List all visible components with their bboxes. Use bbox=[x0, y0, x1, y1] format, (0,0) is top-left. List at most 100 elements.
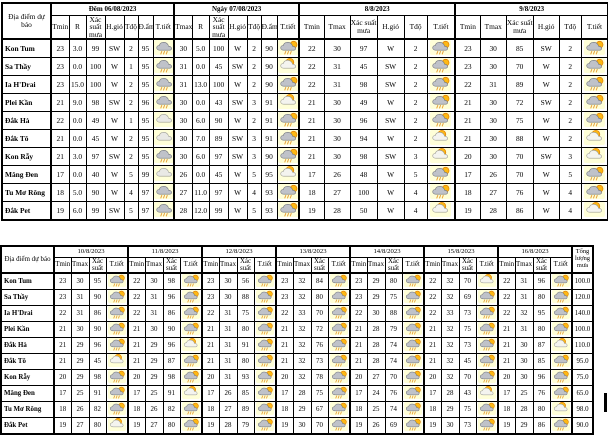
data-cell: 72 bbox=[310, 320, 329, 338]
weather-cell bbox=[179, 416, 203, 435]
data-cell: 30 bbox=[218, 272, 238, 290]
weather-cell bbox=[401, 400, 425, 418]
data-cell: 22 bbox=[423, 288, 442, 306]
data-cell: W bbox=[227, 75, 248, 95]
data-cell: 22 bbox=[275, 304, 294, 322]
weather-cell bbox=[549, 288, 573, 306]
data-cell: 90 bbox=[260, 57, 278, 77]
data-cell: 95 bbox=[137, 147, 154, 167]
weather-cell bbox=[179, 368, 203, 386]
data-cell: 22 bbox=[349, 304, 368, 322]
data-cell: W bbox=[104, 165, 125, 185]
weather-cell bbox=[105, 288, 129, 306]
data-cell: 31 bbox=[514, 288, 534, 306]
data-cell: 32 bbox=[440, 352, 460, 370]
data-cell: 75 bbox=[458, 400, 477, 418]
data-cell: 22 bbox=[298, 75, 325, 95]
weather-cell bbox=[475, 416, 499, 435]
data-cell: 28 bbox=[292, 384, 312, 402]
data-cell: 31 bbox=[144, 288, 164, 306]
data-cell: 40 bbox=[85, 165, 106, 185]
location-cell: Đắk Tô bbox=[1, 129, 52, 149]
data-cell: 2 bbox=[403, 57, 428, 77]
column-header: H.gió bbox=[376, 14, 405, 41]
data-cell: 91 bbox=[88, 384, 107, 402]
data-cell: 99 bbox=[85, 38, 106, 59]
total-rainfall-header: Tổng lượng mưa bbox=[571, 245, 594, 274]
data-cell: 19 bbox=[201, 416, 220, 435]
weather-cell bbox=[276, 147, 300, 167]
data-cell: 29 bbox=[144, 368, 164, 386]
data-cell: 75 bbox=[236, 304, 255, 322]
location-cell: Ia H'Drai bbox=[1, 75, 52, 95]
data-cell: 90 bbox=[85, 183, 106, 203]
sun-rain-cloud-icon bbox=[430, 184, 452, 200]
weather-cell bbox=[152, 57, 175, 77]
data-cell: 96 bbox=[137, 93, 154, 113]
data-cell: 21 bbox=[454, 93, 481, 113]
data-cell: 4 bbox=[403, 183, 428, 203]
weather-cell bbox=[253, 320, 277, 338]
data-cell: 5.0 bbox=[191, 38, 210, 59]
data-cell: 31 bbox=[218, 352, 238, 370]
data-cell: 0.0 bbox=[191, 165, 210, 185]
column-header: Tmin bbox=[127, 256, 146, 274]
data-cell: 27 bbox=[323, 183, 351, 203]
weather-cell bbox=[105, 416, 129, 435]
data-cell: 17 bbox=[275, 384, 294, 402]
sun-rain-cloud-icon bbox=[403, 418, 422, 431]
weather-cell bbox=[426, 147, 456, 167]
data-cell: 31 bbox=[323, 57, 351, 77]
weather-cell bbox=[105, 368, 129, 386]
data-cell: W bbox=[227, 183, 248, 203]
sun-rain-cloud-icon bbox=[583, 184, 605, 200]
sun-rain-cloud-icon bbox=[181, 370, 200, 383]
sun-rain-cloud-icon bbox=[278, 40, 299, 56]
sun-rain-cloud-icon bbox=[107, 306, 126, 319]
weather-cell bbox=[276, 93, 300, 113]
rain-cloud-icon bbox=[154, 58, 174, 74]
data-cell: 2 bbox=[558, 129, 582, 149]
data-cell: 30 bbox=[144, 320, 164, 338]
data-cell: 30 bbox=[323, 129, 351, 149]
sun-rain-cloud-icon bbox=[551, 290, 570, 303]
sun-cloud-icon bbox=[583, 130, 605, 146]
data-cell: 6.0 bbox=[191, 147, 210, 167]
data-cell: 32 bbox=[292, 352, 312, 370]
data-cell: 23 bbox=[50, 75, 70, 95]
column-header: Tmin bbox=[50, 14, 70, 41]
data-cell: 17 bbox=[454, 165, 481, 185]
data-cell: 70 bbox=[505, 57, 534, 77]
data-cell: 31 bbox=[323, 75, 351, 95]
data-cell: 95 bbox=[88, 272, 107, 290]
sun-rain-cloud-icon bbox=[107, 386, 126, 399]
weather-cell bbox=[580, 57, 608, 77]
data-cell: 2 bbox=[558, 57, 582, 77]
sun-rain-cloud-icon bbox=[181, 418, 200, 431]
data-cell: 32 bbox=[440, 272, 460, 290]
total-rainfall-cell: 65.0 bbox=[571, 384, 594, 402]
cloud-icon bbox=[154, 130, 174, 146]
sun-rain-cloud-icon bbox=[403, 306, 422, 319]
data-cell: 0.0 bbox=[68, 129, 87, 149]
rain-cloud-icon bbox=[154, 184, 174, 200]
data-cell: 30 bbox=[323, 38, 351, 59]
data-cell: 2 bbox=[123, 75, 139, 95]
sun-rain-cloud-icon bbox=[477, 338, 496, 351]
data-cell: 5 bbox=[403, 165, 428, 185]
sun-rain-cloud-icon bbox=[551, 370, 570, 383]
weather-cell bbox=[475, 272, 499, 290]
weather-cell bbox=[276, 111, 300, 131]
column-header: Tmax bbox=[323, 14, 351, 41]
data-cell: 21 bbox=[497, 352, 516, 370]
data-cell: 74 bbox=[384, 352, 403, 370]
data-cell: 76 bbox=[384, 384, 403, 402]
sun-rain-cloud-icon bbox=[329, 322, 348, 335]
weather-cell bbox=[253, 272, 277, 290]
data-cell: 90 bbox=[260, 75, 278, 95]
data-cell: 11.0 bbox=[191, 183, 210, 203]
weather-cell bbox=[152, 38, 175, 59]
sun-rain-cloud-icon bbox=[255, 370, 274, 383]
data-cell: 23 bbox=[50, 57, 70, 77]
